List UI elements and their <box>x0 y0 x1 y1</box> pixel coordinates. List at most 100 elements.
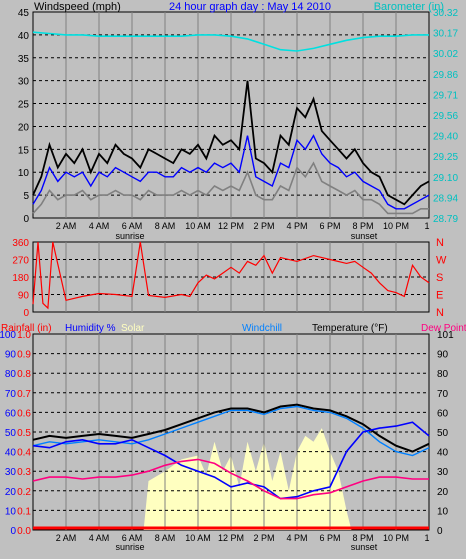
windspeed-tick-label: 20 <box>18 122 30 133</box>
windspeed-tick-label: 0 <box>23 214 29 225</box>
windspeed-tick-label: 30 <box>18 77 30 88</box>
humidity-tick-label: 100 <box>0 330 16 341</box>
direction-degree-ticks: 0 90 180 270 360 <box>12 238 29 319</box>
solar-radiation-area <box>143 428 352 530</box>
wind-time-label: 10 PM <box>383 221 409 231</box>
temperature-tick-label: 90 <box>437 350 449 361</box>
barometer-tick-label: 30.02 <box>433 49 458 60</box>
direction-tick-label: 270 <box>12 256 29 267</box>
barometer-tick-label: 30.17 <box>433 29 458 40</box>
humidity-tick-label: 60 <box>5 408 17 419</box>
windspeed-tick-label: 45 <box>18 8 30 19</box>
humidity-tick-label: 10 <box>5 506 17 517</box>
solar-area <box>143 428 352 530</box>
temperature-ticks: 0 10 20 30 40 50 60 70 80 90 101 <box>437 330 454 537</box>
direction-marks <box>32 241 430 310</box>
legend-temperature: Temperature (°F) <box>312 323 388 334</box>
rainfall-tick-label: 0.2 <box>17 487 31 498</box>
temperature-tick-label: 80 <box>437 369 449 380</box>
windspeed-tick-label: 5 <box>23 191 29 202</box>
rainfall-tick-label: 0.9 <box>17 350 31 361</box>
temperature-tick-label: 40 <box>437 448 449 459</box>
temp-time-label: 2 AM <box>56 533 77 543</box>
barometer-tick-label: 29.71 <box>433 90 458 101</box>
windspeed-tick-label: 35 <box>18 54 30 65</box>
direction-panel-grid <box>33 242 429 312</box>
wind-time-label: 6 PM <box>319 221 340 231</box>
windspeed-ticks: 0 5 10 15 20 25 30 35 40 45 <box>18 8 30 225</box>
temperature-tick-label: 101 <box>437 330 454 341</box>
barometer-tick-label: 30.32 <box>433 8 458 19</box>
wind-time-label: 2 PM <box>253 221 274 231</box>
humidity-tick-label: 70 <box>5 389 17 400</box>
temperature-tick-label: 70 <box>437 389 449 400</box>
direction-tick-label: 90 <box>18 291 30 302</box>
legend-dewpoint: Dew Point <box>421 323 466 334</box>
wind-time-label: 6 AM <box>122 221 143 231</box>
rainfall-ticks: 0.0 0.1 0.2 0.3 0.4 0.5 0.6 0.7 0.8 0.9 1.0 <box>17 330 31 537</box>
wind-time-label: 8 PM <box>352 221 373 231</box>
barometer-tick-label: 29.25 <box>433 152 458 163</box>
temperature-tick-label: 60 <box>437 408 449 419</box>
windspeed-axis-title: Windspeed (mph) <box>34 1 121 13</box>
temp-time-label: 4 AM <box>89 533 110 543</box>
temp-time-ticks: 2 AM 4 AM 6 AM 8 AM 10 AM 12 PM 2 PM 4 PM 6 PM 8 … <box>56 533 430 543</box>
barometer-tick-label: 28.79 <box>433 214 458 225</box>
wind-time-ticks: 2 AM 4 AM 6 AM 8 AM 10 AM 12 PM 2 PM 4 PM 6 PM 8 … <box>56 221 430 231</box>
humidity-tick-label: 0 <box>10 526 16 537</box>
temp-time-label: 6 AM <box>122 533 143 543</box>
wind-time-label: 4 PM <box>286 221 307 231</box>
wind-time-label: 4 AM <box>89 221 110 231</box>
temp-time-label: 8 PM <box>352 533 373 543</box>
barometer-tick-label: 29.10 <box>433 173 458 184</box>
temperature-tick-label: 0 <box>437 526 443 537</box>
barometer-tick-label: 29.56 <box>433 111 458 122</box>
rainfall-tick-label: 0.0 <box>17 526 31 537</box>
rainfall-tick-label: 0.7 <box>17 389 31 400</box>
temp-time-label: 2 PM <box>253 533 274 543</box>
wind-time-label: 10 AM <box>185 221 211 231</box>
compass-tick-label: S <box>436 272 443 284</box>
humidity-ticks: 0 10 20 30 40 50 60 70 80 90 100 <box>0 330 16 537</box>
temp-time-label: 6 PM <box>319 533 340 543</box>
temperature-line <box>32 403 430 453</box>
barometer-tick-label: 28.94 <box>433 193 458 204</box>
windspeed-tick-label: 10 <box>18 168 30 179</box>
humidity-line <box>32 421 430 500</box>
compass-tick-label: E <box>436 290 443 302</box>
legend-windchill: Windchill <box>242 323 282 334</box>
sunrise-label-3: sunrise <box>115 542 144 552</box>
temperature-tick-label: 30 <box>437 467 449 478</box>
rainfall-tick-label: 0.3 <box>17 467 31 478</box>
temp-time-label: 10 AM <box>185 533 211 543</box>
gust-line <box>32 80 430 206</box>
temp-time-label: 8 AM <box>155 533 176 543</box>
sunset-label-1: sunset <box>351 231 378 241</box>
temp-time-label: 10 PM <box>383 533 409 543</box>
wind-panel-marks <box>32 31 430 215</box>
rainfall-tick-label: 0.6 <box>17 408 31 419</box>
direction-tick-label: 180 <box>12 273 29 284</box>
windspeed-tick-label: 25 <box>18 100 30 111</box>
rainfall-tick-label: 0.4 <box>17 448 31 459</box>
legend-humidity: Humidity % <box>65 323 116 334</box>
wind-time-label: 8 AM <box>155 221 176 231</box>
rainfall-tick-label: 0.1 <box>17 506 31 517</box>
temperature-tick-label: 50 <box>437 428 449 439</box>
rainfall-tick-label: 1.0 <box>17 330 31 341</box>
legend-solar: Solar <box>121 323 145 334</box>
barometer-tick-label: 29.86 <box>433 70 458 81</box>
temperature-tick-label: 10 <box>437 506 449 517</box>
wind-direction-line <box>32 241 430 310</box>
dewpoint-line <box>32 458 429 500</box>
temp-panel-marks <box>32 403 430 530</box>
compass-tick-label: N <box>436 237 444 249</box>
direction-tick-label: 0 <box>23 308 29 319</box>
temp-time-label: 4 PM <box>286 533 307 543</box>
humidity-tick-label: 80 <box>5 369 17 380</box>
barometer-tick-label: 29.40 <box>433 132 458 143</box>
humidity-tick-label: 50 <box>5 428 17 439</box>
rainfall-tick-label: 0.8 <box>17 369 31 380</box>
humidity-tick-label: 30 <box>5 467 17 478</box>
